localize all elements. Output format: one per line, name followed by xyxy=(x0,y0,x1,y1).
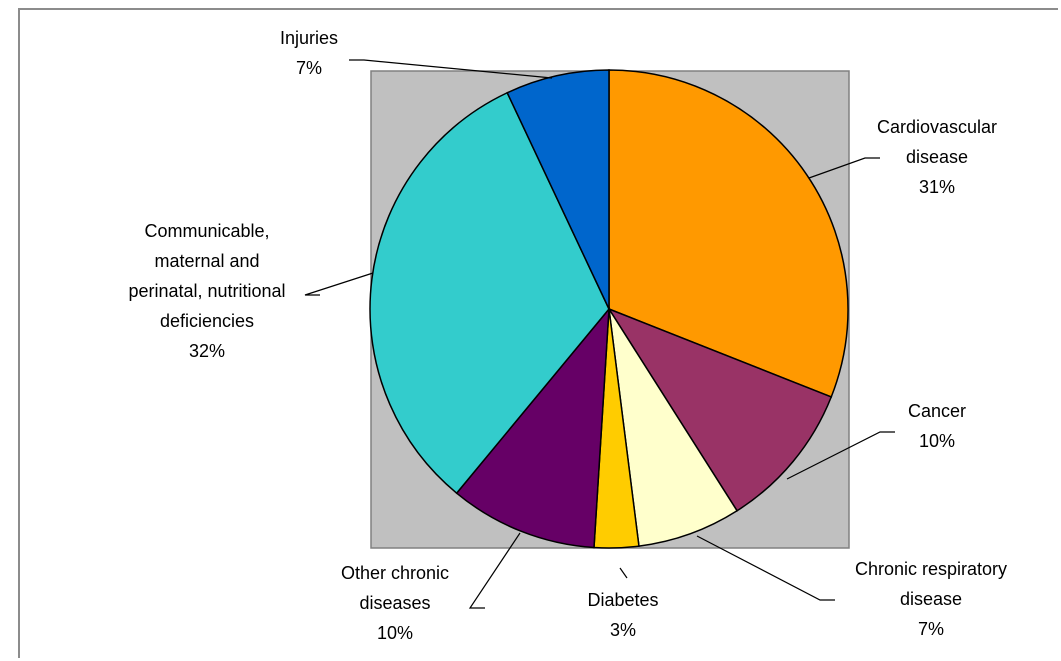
leader-line-3 xyxy=(696,535,835,601)
slice-label-6: Communicable, maternal and perinatal, nutr… xyxy=(128,221,285,361)
slice-label-2: Cancer 10% xyxy=(908,401,966,451)
leader-line-5 xyxy=(468,532,521,609)
chart-frame xyxy=(18,8,1058,658)
slice-label-7: Injuries 7% xyxy=(280,28,338,78)
slice-label-line: Other chronic xyxy=(341,563,449,583)
slice-percent: 7% xyxy=(918,619,944,639)
slice-label-line: disease xyxy=(900,589,962,609)
slice-label-line: perinatal, nutritional xyxy=(128,281,285,301)
slice-label-line: Diabetes xyxy=(587,590,658,610)
slice-percent: 32% xyxy=(189,341,225,361)
leader-line-4 xyxy=(619,567,628,579)
slice-percent: 10% xyxy=(377,623,413,643)
slice-label-3: Chronic respiratory disease 7% xyxy=(855,559,1007,639)
slice-label-line: diseases xyxy=(359,593,430,613)
leader-line-2 xyxy=(786,431,895,480)
slice-label-line: Communicable, xyxy=(144,221,269,241)
slice-label-line: Chronic respiratory xyxy=(855,559,1007,579)
slice-label-line: disease xyxy=(906,147,968,167)
slice-label-1: Cardiovascular disease 31% xyxy=(877,117,997,197)
pie-slices xyxy=(369,69,849,549)
pie-slice-6 xyxy=(369,91,610,495)
slice-label-line: deficiencies xyxy=(160,311,254,331)
pie-slice-5 xyxy=(455,306,610,549)
pie-slice-7 xyxy=(506,69,610,310)
leader-line-1 xyxy=(808,157,880,179)
pie-slice-3 xyxy=(608,308,739,547)
slice-label-4: Diabetes 3% xyxy=(587,590,658,640)
slice-percent: 31% xyxy=(919,177,955,197)
pie-slice-2 xyxy=(607,307,833,512)
slice-label-line: Cardiovascular xyxy=(877,117,997,137)
slice-labels: Cardiovascular disease 31% Cancer 10% Chronic… xyxy=(128,28,1007,643)
slice-percent: 10% xyxy=(919,431,955,451)
leader-line-6 xyxy=(304,272,374,296)
slice-label-5: Other chronic diseases 10% xyxy=(341,563,449,643)
leader-lines xyxy=(304,59,895,609)
slice-label-line: Injuries xyxy=(280,28,338,48)
slice-label-line: maternal and xyxy=(154,251,259,271)
slice-percent: 7% xyxy=(296,58,322,78)
slice-percent: 3% xyxy=(610,620,636,640)
pie-slice-1 xyxy=(608,69,849,398)
slice-label-line: Cancer xyxy=(908,401,966,421)
leader-line-7 xyxy=(349,59,553,79)
